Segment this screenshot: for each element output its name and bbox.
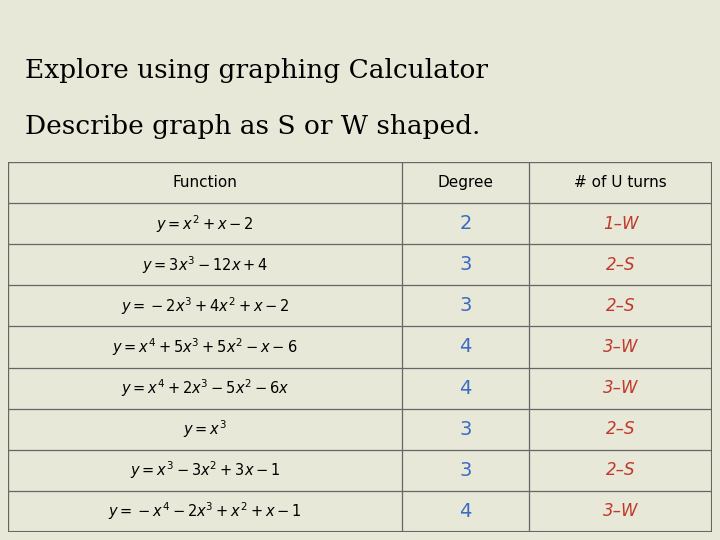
Text: 4: 4 (459, 379, 472, 397)
Text: 2–S: 2–S (606, 297, 635, 315)
Text: 1–W: 1–W (603, 215, 638, 233)
Text: $y=x^{3}$: $y=x^{3}$ (183, 418, 227, 440)
Text: 3–W: 3–W (603, 338, 638, 356)
Text: 3–W: 3–W (603, 379, 638, 397)
Text: 4: 4 (459, 502, 472, 521)
Text: $y=3x^{3}-12x+4$: $y=3x^{3}-12x+4$ (142, 254, 269, 275)
Text: $y=-2x^{3}+4x^{2}+x-2$: $y=-2x^{3}+4x^{2}+x-2$ (121, 295, 289, 317)
Text: Describe graph as S or W shaped.: Describe graph as S or W shaped. (25, 114, 480, 139)
Text: 4: 4 (459, 338, 472, 356)
Text: # of U turns: # of U turns (574, 175, 667, 190)
Text: 2–S: 2–S (606, 256, 635, 274)
Text: Function: Function (173, 175, 238, 190)
Text: 3: 3 (459, 420, 472, 438)
Text: $y=x^{3}-3x^{2}+3x-1$: $y=x^{3}-3x^{2}+3x-1$ (130, 460, 281, 481)
Text: 3: 3 (459, 461, 472, 480)
Text: 3: 3 (459, 255, 472, 274)
Text: 2–S: 2–S (606, 461, 635, 480)
Text: 3: 3 (459, 296, 472, 315)
Text: $y=-x^{4}-2x^{3}+x^{2}+x-1$: $y=-x^{4}-2x^{3}+x^{2}+x-1$ (108, 501, 302, 522)
Text: 3–W: 3–W (603, 502, 638, 521)
Text: 2–S: 2–S (606, 420, 635, 438)
Text: $y=x^{4}+2x^{3}-5x^{2}-6x$: $y=x^{4}+2x^{3}-5x^{2}-6x$ (121, 377, 289, 399)
Text: Degree: Degree (438, 175, 494, 190)
Text: 2: 2 (459, 214, 472, 233)
Text: $y=x^{2}+x-2$: $y=x^{2}+x-2$ (156, 213, 254, 234)
Text: Explore using graphing Calculator: Explore using graphing Calculator (25, 58, 488, 83)
Text: $y=x^{4}+5x^{3}+5x^{2}-x-6$: $y=x^{4}+5x^{3}+5x^{2}-x-6$ (112, 336, 298, 358)
